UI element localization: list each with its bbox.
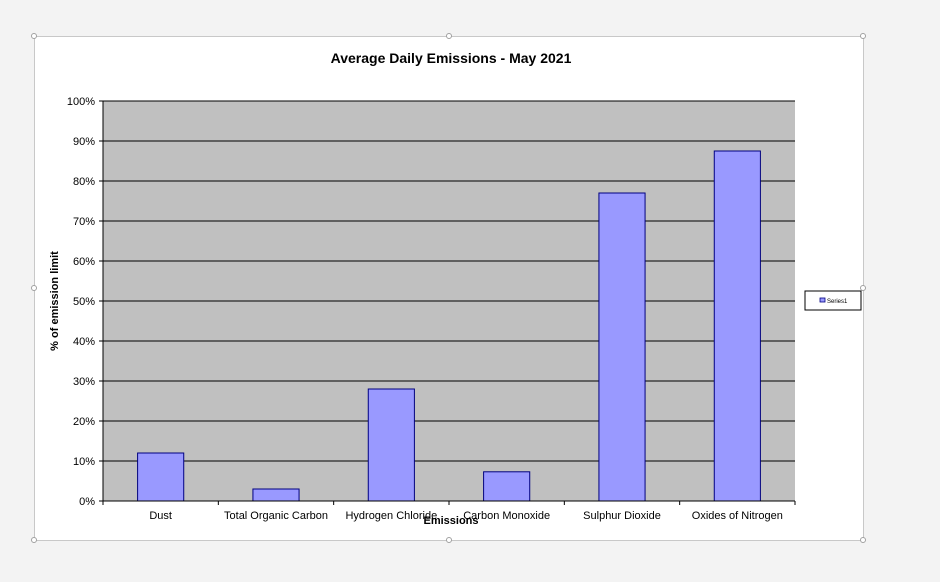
y-tick-label: 0%: [79, 496, 95, 508]
x-tick-label: Hydrogen Chloride: [345, 510, 437, 522]
bar: [137, 452, 185, 502]
bar: [713, 150, 761, 502]
y-tick-label: 70%: [73, 216, 95, 228]
y-tick-label: 40%: [73, 336, 95, 348]
y-tick-label: 50%: [73, 296, 95, 308]
resize-handle-bottom-center[interactable]: [446, 537, 452, 543]
legend-swatch: [819, 297, 826, 303]
x-tick-label: Oxides of Nitrogen: [692, 510, 783, 522]
x-tick-label: Carbon Monoxide: [463, 510, 550, 522]
bar: [483, 471, 531, 502]
resize-handle-bottom-right[interactable]: [860, 537, 866, 543]
bar: [367, 388, 415, 502]
y-tick-label: 60%: [73, 256, 95, 268]
y-tick-label: 20%: [73, 416, 95, 428]
resize-handle-middle-left[interactable]: [31, 285, 37, 291]
y-tick-label: 80%: [73, 176, 95, 188]
bar: [252, 488, 300, 502]
y-tick-label: 30%: [73, 376, 95, 388]
resize-handle-middle-right[interactable]: [860, 285, 866, 291]
y-tick-label: 100%: [67, 96, 95, 108]
legend-label: Series1: [827, 299, 848, 305]
resize-handle-bottom-left[interactable]: [31, 537, 37, 543]
x-axis-label: Emissions: [423, 515, 478, 527]
chart-frame[interactable]: Average Daily Emissions - May 2021 % of …: [31, 33, 866, 543]
y-axis-label: % of emission limit: [49, 251, 61, 351]
y-tick-label: 10%: [73, 456, 95, 468]
resize-handle-top-center[interactable]: [446, 33, 452, 39]
bar: [598, 192, 646, 502]
bar-chart: Average Daily Emissions - May 2021 % of …: [49, 50, 862, 527]
resize-handle-top-right[interactable]: [860, 33, 866, 39]
x-tick-label: Sulphur Dioxide: [583, 510, 661, 522]
x-tick-label: Dust: [149, 510, 172, 522]
resize-handle-top-left[interactable]: [31, 33, 37, 39]
x-tick-label: Total Organic Carbon: [224, 510, 328, 522]
chart-title: Average Daily Emissions - May 2021: [331, 50, 572, 66]
legend-box: [804, 290, 862, 311]
y-tick-label: 90%: [73, 136, 95, 148]
